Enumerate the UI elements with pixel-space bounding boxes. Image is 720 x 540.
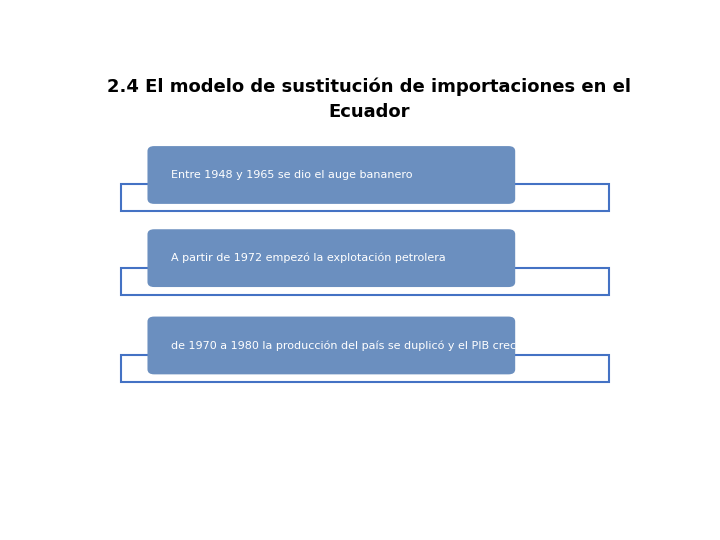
Text: de 1970 a 1980 la producción del país se duplicó y el PIB creció 9%;: de 1970 a 1980 la producción del país se… <box>171 340 551 350</box>
FancyBboxPatch shape <box>148 316 516 374</box>
FancyBboxPatch shape <box>121 267 609 294</box>
FancyBboxPatch shape <box>148 230 516 287</box>
Text: Entre 1948 y 1965 se dio el auge bananero: Entre 1948 y 1965 se dio el auge bananer… <box>171 170 413 180</box>
FancyBboxPatch shape <box>121 184 609 211</box>
Text: 2.4 El modelo de sustitución de importaciones en el
Ecuador: 2.4 El modelo de sustitución de importac… <box>107 77 631 121</box>
Text: A partir de 1972 empezó la explotación petrolera: A partir de 1972 empezó la explotación p… <box>171 253 446 264</box>
FancyBboxPatch shape <box>121 355 609 382</box>
FancyBboxPatch shape <box>148 146 516 204</box>
